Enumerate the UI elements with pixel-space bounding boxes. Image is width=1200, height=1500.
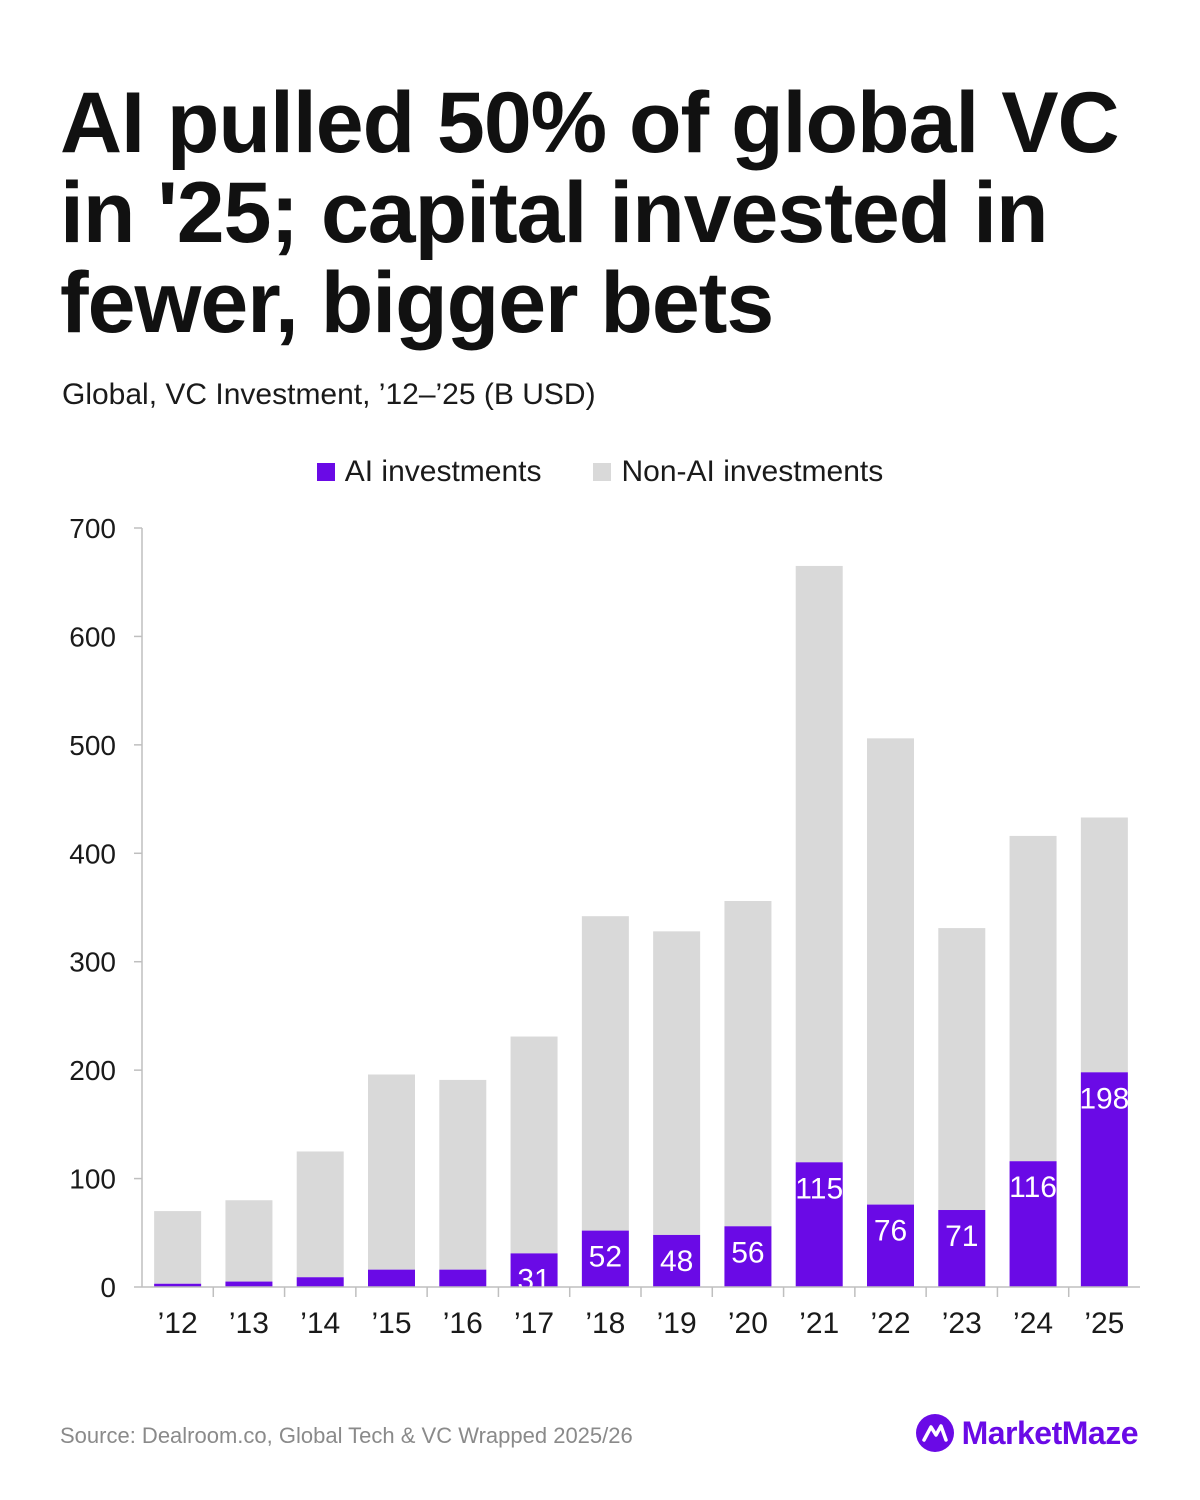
legend-label-non-ai: Non-AI investments: [621, 455, 884, 488]
bar-ai: [724, 1226, 772, 1287]
legend-swatch-ai: [316, 463, 335, 481]
bar-non-ai: [724, 900, 772, 1227]
data-label-ai: 76: [874, 1215, 907, 1248]
bar-ai: [510, 1253, 558, 1287]
x-tick-label: ’17: [514, 1307, 554, 1340]
bar-non-ai: [795, 565, 843, 1163]
chart-legend: AI investments Non-AI investments: [0, 455, 1200, 489]
x-tick-label: ’23: [942, 1307, 982, 1340]
data-label-ai: 115: [795, 1172, 843, 1205]
bar-chart: 0 100 200 300 400 500 600 700 31 52 48 56 115 76 71 11…: [69, 513, 1140, 1340]
bar-ai: [439, 1269, 487, 1287]
bars: 31 52 48 56 115 76 71 116 198: [154, 565, 1129, 1296]
bar-non-ai: [296, 1151, 344, 1278]
bar-non-ai: [439, 1079, 487, 1270]
bar-ai: [581, 1230, 629, 1287]
x-tick-label: ’22: [870, 1307, 910, 1340]
y-tick-label: 200: [69, 1055, 116, 1086]
bar-ai: [1080, 1072, 1128, 1287]
bar-non-ai: [938, 928, 986, 1211]
brand-logo: MarketMaze: [915, 1414, 1139, 1452]
x-tick-label: ’24: [1013, 1307, 1053, 1340]
bar-non-ai: [510, 1036, 558, 1254]
y-tick-label: 100: [69, 1164, 116, 1195]
legend-item-non-ai: Non-AI investments: [593, 455, 883, 489]
data-label-ai: 71: [945, 1220, 978, 1253]
data-label-ai: 116: [1009, 1171, 1057, 1204]
x-tick-label: ’21: [799, 1307, 839, 1340]
brand-name: MarketMaze: [961, 1414, 1139, 1451]
y-tick-label: 300: [69, 947, 116, 978]
bar-ai: [154, 1283, 202, 1287]
bar-ai: [296, 1277, 344, 1287]
x-axis: ’12 ’13 ’14 ’15 ’16 ’17 ’18 ’19 ’20 ’21 ’22 ’23 ’24 ’…: [142, 1286, 1140, 1340]
bar-ai: [368, 1269, 415, 1287]
y-tick-label: 500: [69, 730, 116, 761]
x-tick-label: ’20: [728, 1307, 768, 1340]
bar-ai: [938, 1210, 986, 1287]
data-label-ai: 56: [731, 1236, 764, 1269]
bar-ai: [653, 1234, 701, 1287]
legend-swatch-non-ai: [593, 463, 612, 481]
bar-ai: [795, 1162, 843, 1287]
data-label-ai: 31: [517, 1263, 550, 1296]
y-axis: 0 100 200 300 400 500 600 700: [69, 513, 143, 1303]
x-tick-label: ’18: [585, 1307, 625, 1340]
y-tick-label: 600: [69, 621, 116, 652]
brand-mountain-icon: [915, 1414, 954, 1452]
y-tick-label: 400: [69, 838, 116, 869]
x-tick-label: ’19: [657, 1307, 697, 1340]
bar-non-ai: [368, 1074, 415, 1270]
bar-non-ai: [225, 1200, 273, 1282]
x-tick-label: ’16: [443, 1307, 483, 1340]
bar-ai: [867, 1204, 914, 1287]
legend-label-ai: AI investments: [344, 455, 542, 488]
bar-non-ai: [1009, 835, 1057, 1162]
bar-non-ai: [1080, 817, 1128, 1073]
bar-ai: [1009, 1161, 1057, 1287]
legend-item-ai: AI investments: [316, 455, 542, 489]
y-tick-label: 700: [69, 513, 116, 544]
data-label-ai: 52: [589, 1241, 622, 1274]
y-tick-label: 0: [100, 1272, 116, 1303]
bar-non-ai: [581, 916, 629, 1231]
x-tick-label: ’13: [229, 1307, 269, 1340]
bar-non-ai: [154, 1211, 202, 1284]
x-tick-label: ’15: [371, 1307, 411, 1340]
data-label-ai: 198: [1079, 1082, 1129, 1115]
data-label-ai: 48: [660, 1245, 693, 1278]
bar-non-ai: [867, 738, 914, 1205]
bar-ai: [225, 1281, 273, 1287]
page-title: AI pulled 50% of global VC in '25; capit…: [60, 75, 1120, 351]
bar-non-ai: [653, 931, 701, 1235]
x-tick-label: ’14: [300, 1307, 340, 1340]
x-tick-label: ’25: [1084, 1307, 1124, 1340]
source-note: Source: Dealroom.co, Global Tech & VC Wr…: [60, 1423, 633, 1448]
page-subtitle: Global, VC Investment, ’12–’25 (B USD): [62, 378, 596, 411]
x-tick-label: ’12: [158, 1307, 198, 1340]
